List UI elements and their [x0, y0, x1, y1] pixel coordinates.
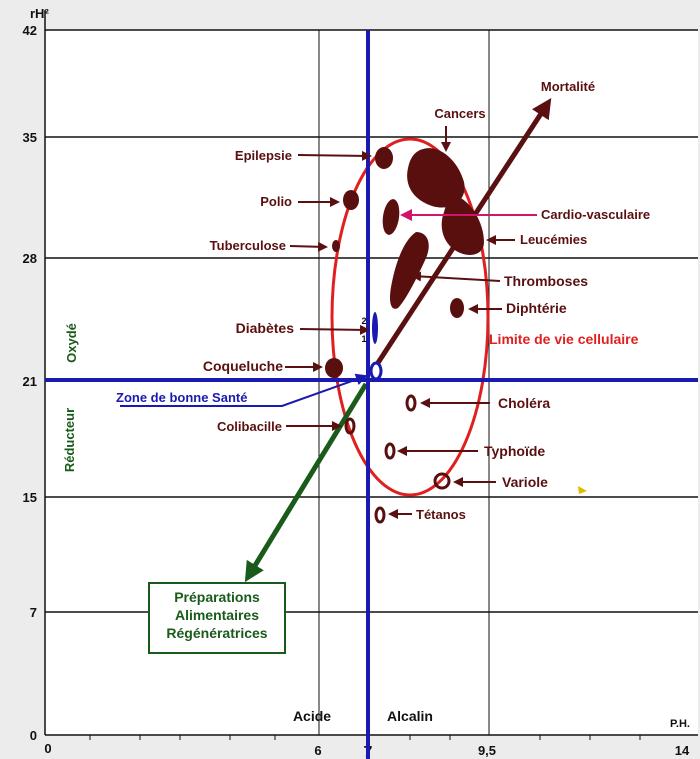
cardio-vasculaire-label: Cardio-vasculaire [541, 207, 650, 222]
tuberculose-blob [332, 240, 340, 252]
y-tick-0: 0 [30, 728, 37, 743]
preparations-line-3: Régénératrices [166, 625, 267, 641]
diabetes-marker-2: 2 [361, 316, 366, 326]
cancers-label: Cancers [434, 106, 485, 121]
cardio-vasculaire-blob [382, 199, 400, 235]
thromboses-label: Thromboses [504, 273, 588, 289]
mortality-label: Mortalité [541, 79, 595, 94]
tetanos-label: Tétanos [416, 507, 466, 522]
tuberculose-pointer [289, 241, 328, 252]
tetanos-marker [374, 506, 386, 524]
diphterie-label: Diphtérie [506, 300, 567, 316]
disease-markers [325, 147, 484, 378]
hollow-disease-markers [344, 394, 451, 524]
x-axis-label: P.H. [670, 718, 690, 730]
good-health-label: Zone de bonne Santé [116, 390, 247, 405]
x-tick-14: 14 [675, 743, 690, 758]
preparations-arrow [244, 382, 369, 583]
y-tick-28: 28 [23, 251, 37, 266]
y-tick-21: 21 [23, 374, 37, 389]
leucemies-blob [441, 196, 484, 255]
coqueluche-label: Coqueluche [203, 358, 283, 374]
good-health-pointer [120, 373, 368, 407]
preparations-line-1: Préparations [174, 589, 260, 605]
diphterie-blob [450, 298, 464, 318]
plot-area [45, 30, 698, 735]
y-tick-42: 42 [23, 23, 37, 38]
good-health-marker [369, 361, 383, 381]
typhoide-label: Typhoïde [484, 443, 545, 459]
typhoide-marker [384, 442, 396, 460]
cancers-blob [407, 148, 465, 208]
variole-marker [433, 472, 451, 490]
thromboses-pointer [411, 271, 501, 282]
cell-life-limit-label: Limite de vie cellulaire [489, 331, 639, 347]
preparations-box [148, 582, 286, 654]
diabetes-marker-1: 1 [361, 334, 366, 344]
cell-life-limit-ellipse [330, 137, 490, 497]
y-tick-35: 35 [23, 130, 37, 145]
x-tick-0: 0 [44, 741, 51, 756]
reducteur-label: Réducteur [62, 408, 77, 472]
y-tick-7: 7 [30, 605, 37, 620]
epilepsie-pointer [297, 150, 372, 161]
vertical-gridlines [318, 30, 490, 735]
colibacille-label: Colibacille [217, 419, 282, 434]
x-minor-ticks [89, 735, 641, 740]
diabetes-label: Diabètes [236, 320, 295, 336]
diabetes-pointer [299, 324, 370, 335]
alcalin-label: Alcalin [387, 708, 433, 724]
x-tick-9-5: 9,5 [478, 743, 496, 758]
acide-label: Acide [293, 708, 331, 724]
tuberculose-label: Tuberculose [210, 238, 286, 253]
x-tick-6: 6 [314, 743, 321, 758]
epilepsie-label: Epilepsie [235, 148, 292, 163]
colibacille-marker [344, 417, 356, 435]
polio-label: Polio [260, 194, 292, 209]
polio-blob [343, 190, 359, 210]
y-axis-label: rH² [30, 6, 49, 21]
decorative-triangle [578, 486, 587, 494]
cholera-marker [405, 394, 417, 412]
cholera-label: Choléra [498, 395, 550, 411]
thromboses-blob [390, 232, 429, 309]
oxyde-label: Oxydé [64, 323, 79, 363]
variole-label: Variole [502, 474, 548, 490]
y-tick-15: 15 [23, 490, 37, 505]
coqueluche-blob [325, 358, 343, 378]
diabetes-blob [372, 312, 378, 344]
leucemies-label: Leucémies [520, 232, 587, 247]
preparations-line-2: Alimentaires [175, 607, 259, 623]
epilepsie-blob [375, 147, 393, 169]
